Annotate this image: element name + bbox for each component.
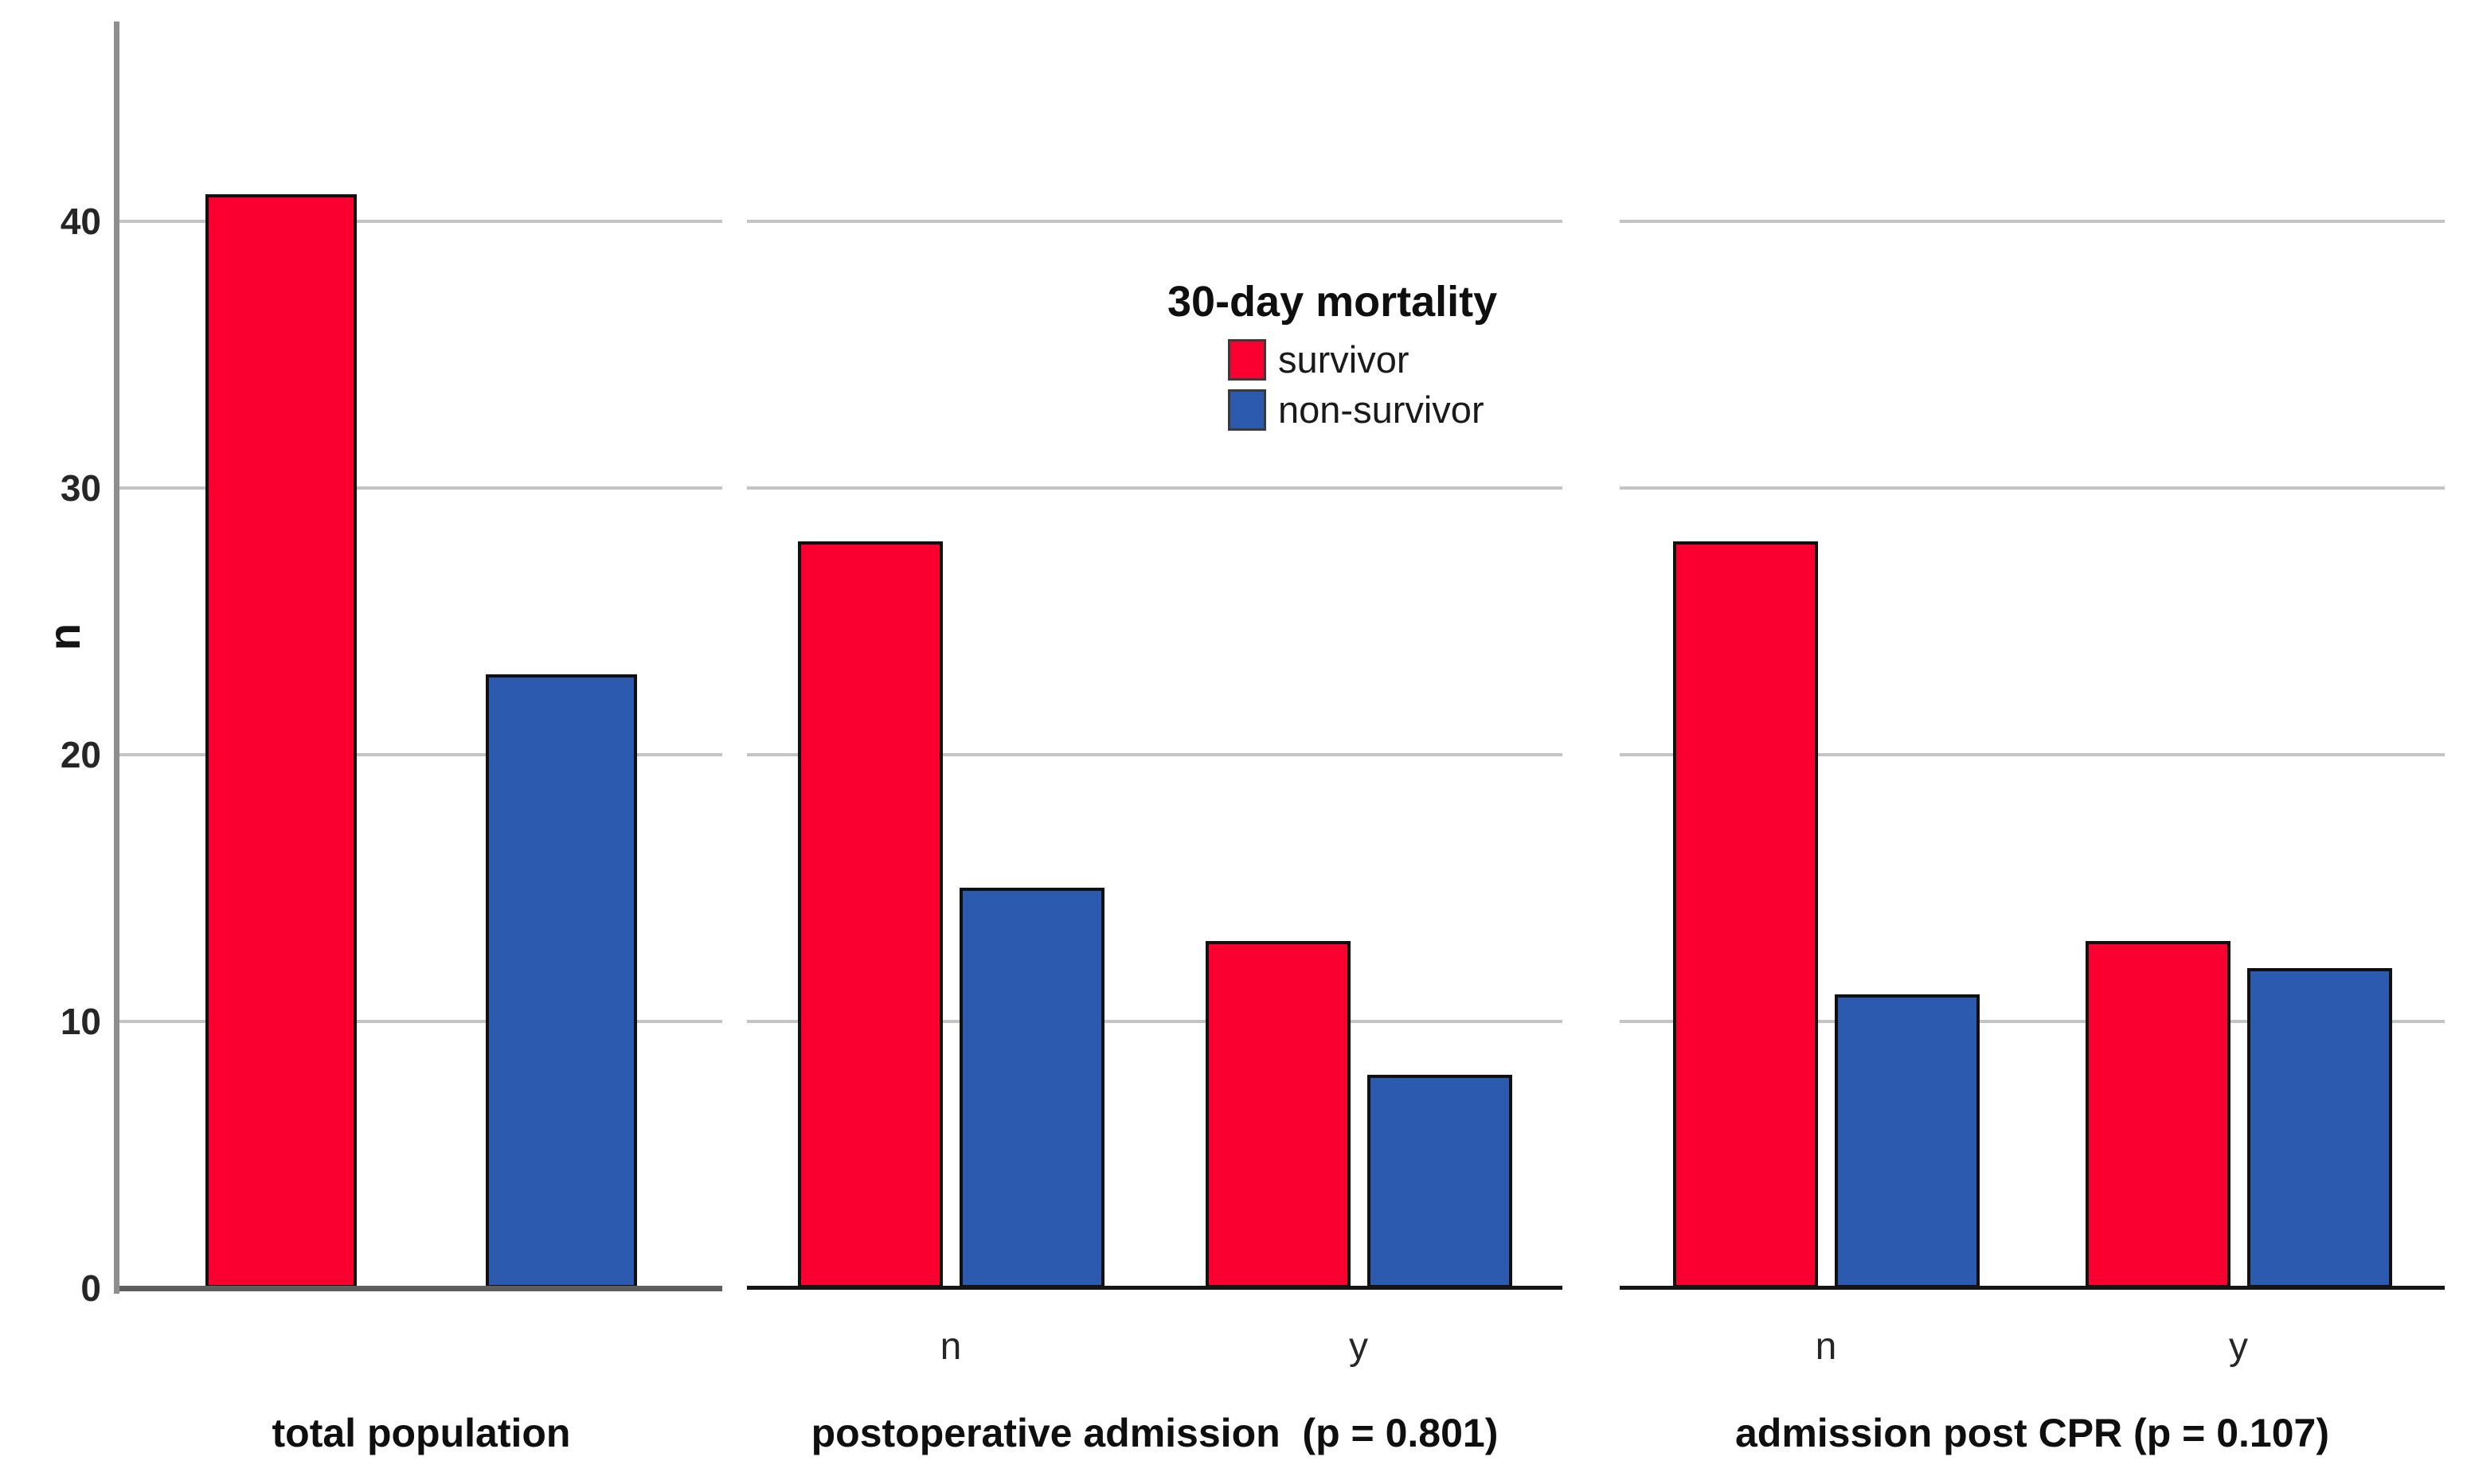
bar-survivor [798, 541, 943, 1288]
legend-row: survivor [1228, 339, 1497, 381]
legend-items: survivor non-survivor [1228, 339, 1497, 431]
bar-non-survivor [1835, 994, 1980, 1288]
gridline [1620, 1020, 2445, 1023]
category-label: y [2229, 1326, 2248, 1368]
gridline [747, 486, 1562, 490]
panel-title: admission post CPR (p = 0.107) [1734, 1411, 2330, 1455]
legend-label: non-survivor [1278, 389, 1484, 431]
y-axis-title: n [38, 623, 89, 651]
y-tick-label: 20 [60, 734, 101, 775]
gridline [747, 753, 1562, 756]
bar-survivor [2086, 941, 2230, 1288]
category-label: n [940, 1326, 962, 1368]
bar-survivor [205, 194, 357, 1288]
non-survivor-swatch [1228, 389, 1266, 431]
gridline [119, 1020, 722, 1023]
legend-label: survivor [1278, 338, 1409, 381]
gridline [119, 220, 722, 223]
panel-title: total population [272, 1411, 571, 1455]
y-tick-label: 10 [60, 1001, 101, 1042]
bar-non-survivor [960, 888, 1104, 1288]
gridline [119, 753, 722, 756]
legend-row: non-survivor [1228, 389, 1497, 431]
category-label: n [1815, 1326, 1837, 1368]
bar-non-survivor [486, 674, 637, 1288]
gridline [1620, 220, 2445, 223]
gridline [747, 1020, 1562, 1023]
legend: 30-day mortality survivor non-survivor [1167, 279, 1497, 439]
gridline [1620, 486, 2445, 490]
bar-survivor [1673, 541, 1818, 1288]
baseline [747, 1286, 1562, 1290]
y-axis-line [114, 21, 119, 1294]
y-tick-label: 0 [80, 1267, 101, 1309]
gridline [747, 220, 1562, 223]
baseline [119, 1286, 722, 1291]
y-tick-label: 40 [60, 201, 101, 242]
bar-non-survivor [2247, 968, 2392, 1288]
bar-non-survivor [1367, 1075, 1512, 1288]
survivor-swatch [1228, 339, 1266, 381]
category-label: y [1349, 1326, 1368, 1368]
baseline [1620, 1286, 2445, 1290]
bar-survivor [1206, 941, 1351, 1288]
gridline [1620, 753, 2445, 756]
y-tick-label: 30 [60, 467, 101, 509]
legend-title: 30-day mortality [1167, 278, 1498, 326]
gridline [119, 486, 722, 490]
panel-title: postoperative admission (p = 0.801) [811, 1411, 1499, 1455]
